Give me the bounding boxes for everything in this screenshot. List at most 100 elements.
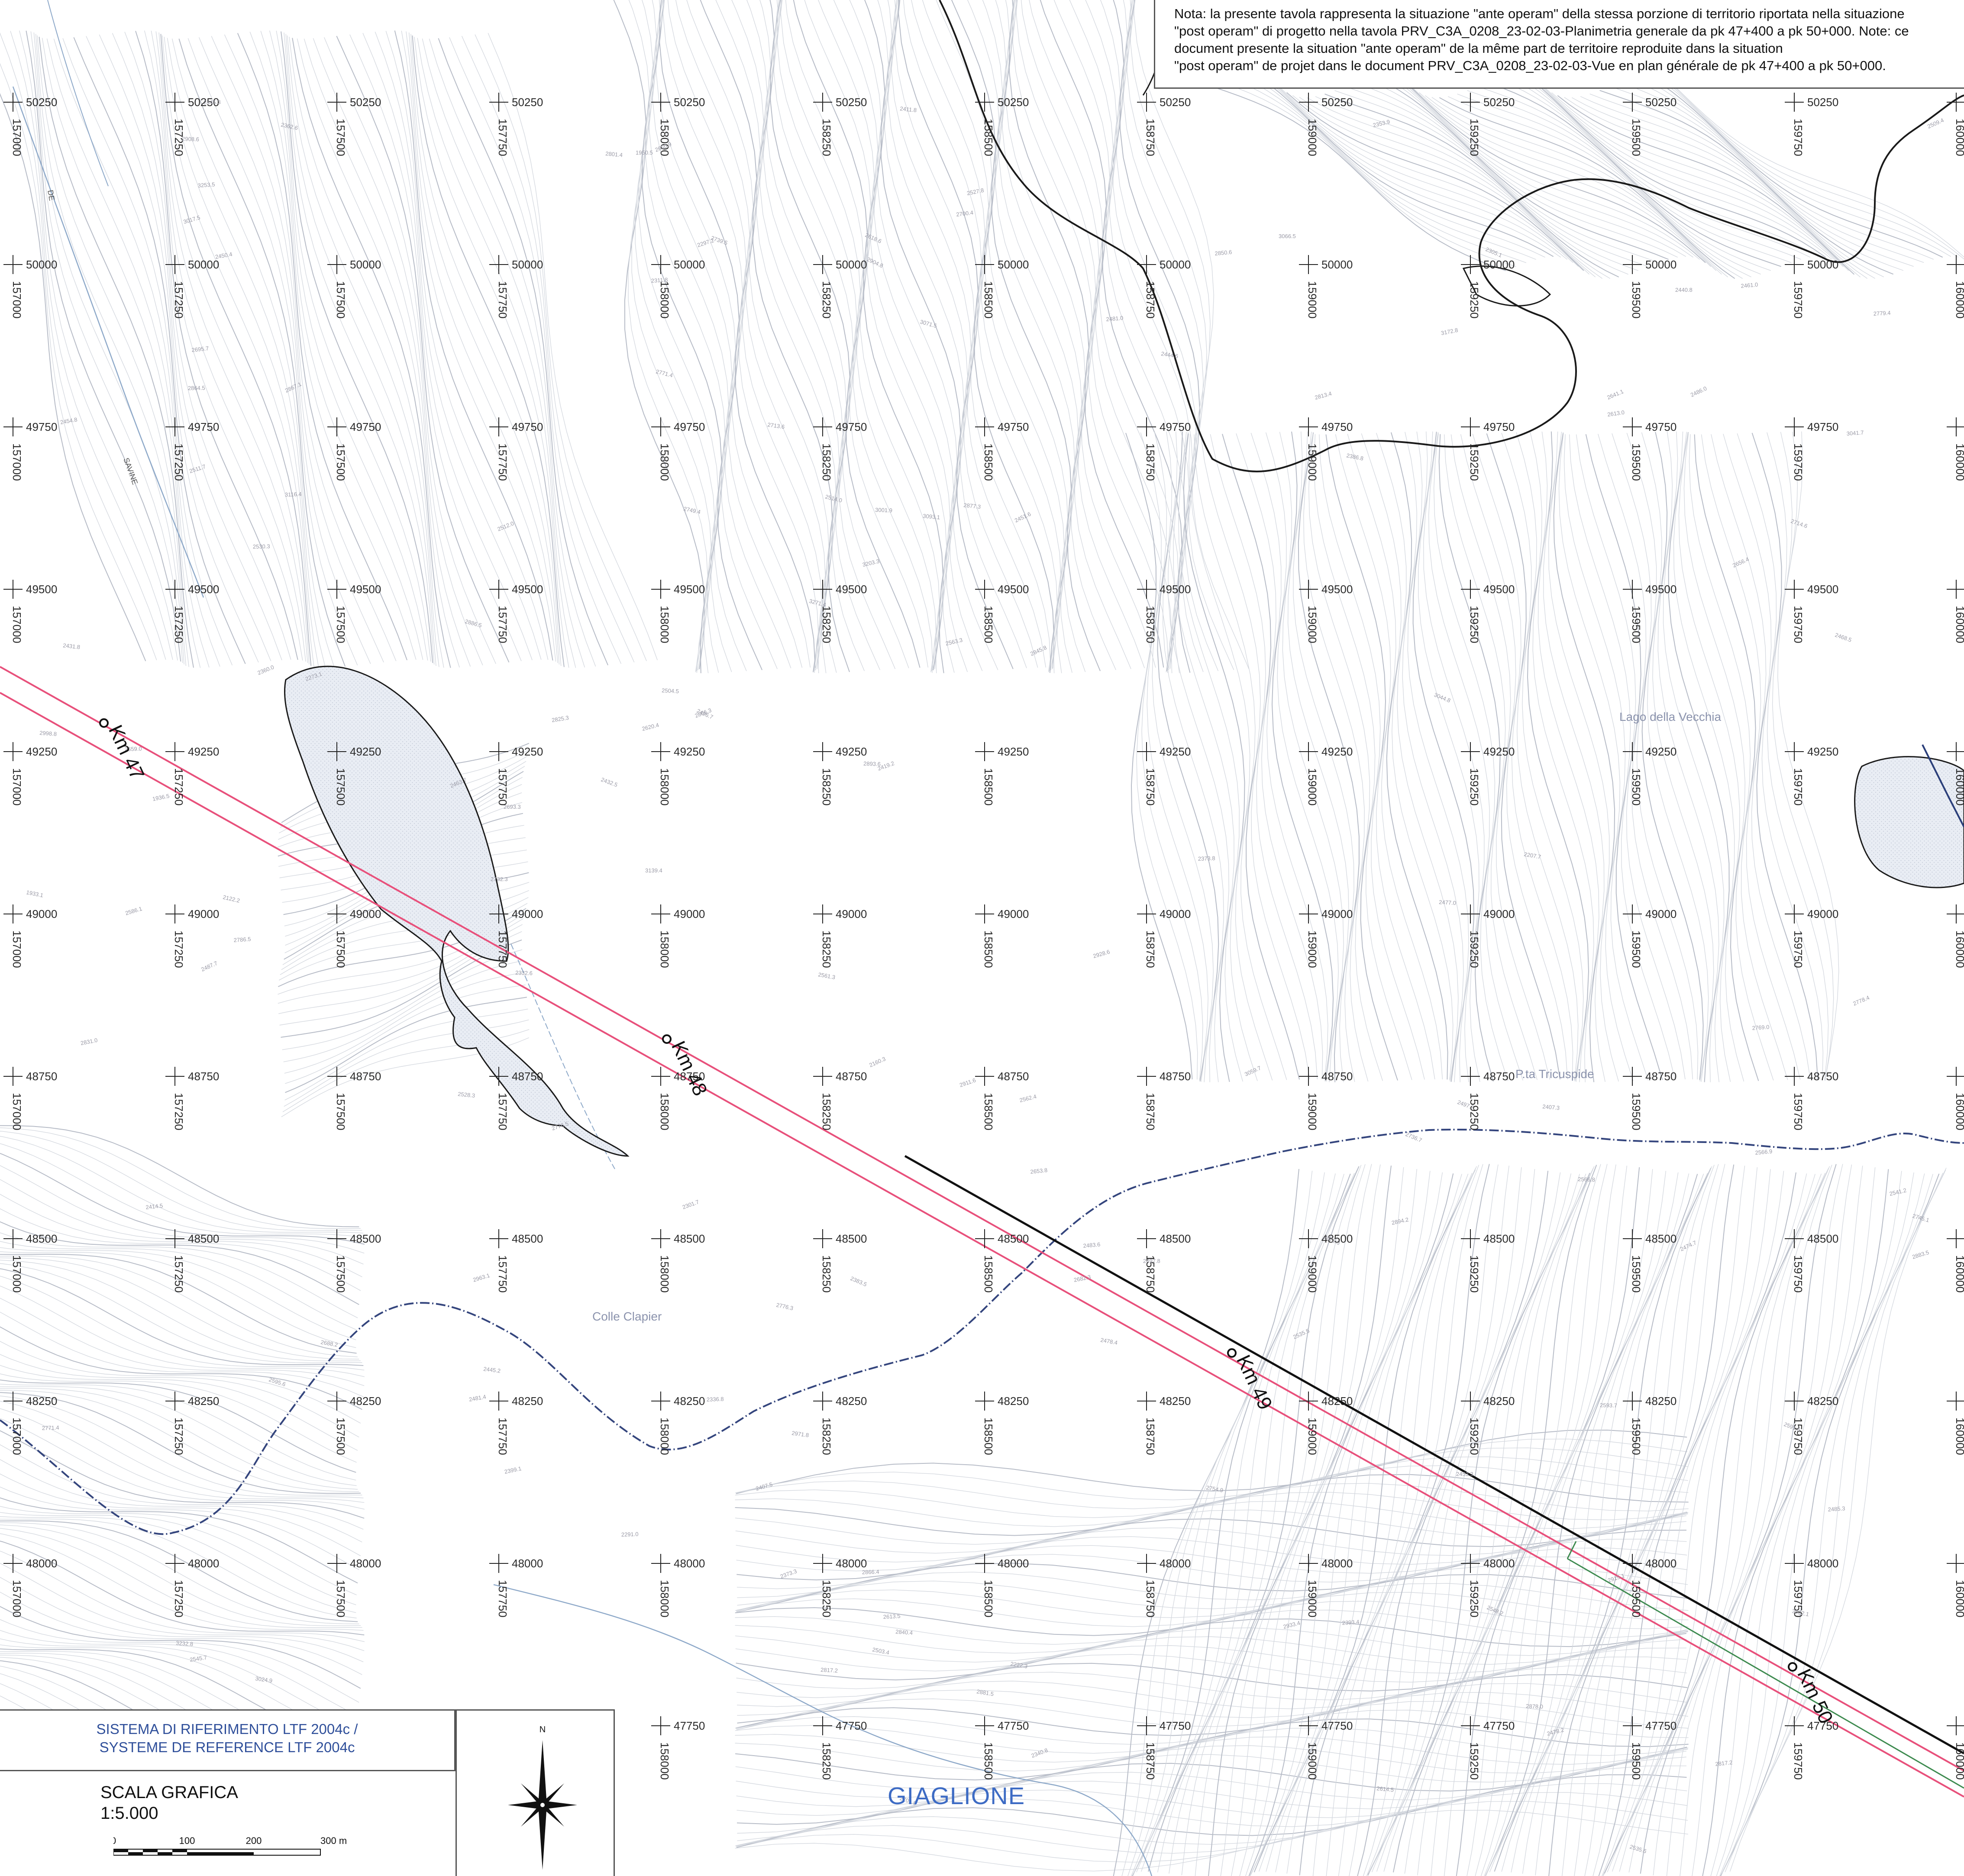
spot-height-label: 2450.4	[215, 251, 233, 260]
easting-label: 159250	[1468, 1417, 1481, 1455]
northing-label: 49250	[674, 745, 705, 758]
northing-label: 48000	[512, 1557, 543, 1570]
spot-height-label: 2407.3	[1542, 1103, 1560, 1111]
northing-label: 49000	[1807, 907, 1838, 920]
spot-height-label: 2840.4	[895, 1628, 913, 1636]
easting-label: 159750	[1792, 1255, 1805, 1293]
spot-height-label: 2477.0	[1439, 899, 1456, 906]
northing-label: 47750	[1807, 1719, 1838, 1732]
northing-label: 48500	[998, 1232, 1029, 1245]
spot-height-label: 2481.4	[468, 1393, 487, 1403]
northing-label: 50000	[1807, 258, 1838, 271]
spot-height-label: 2653.8	[1030, 1167, 1048, 1175]
northing-label: 49250	[998, 745, 1029, 758]
northing-label: 49750	[1321, 420, 1353, 433]
spot-height-label: 3024.9	[255, 1675, 273, 1684]
spot-height-label: 3116.4	[285, 491, 302, 498]
spot-height-label: 3271.4	[808, 597, 827, 608]
easting-label: 159000	[1306, 768, 1319, 806]
easting-label: 158750	[1144, 1580, 1157, 1618]
northing-label: 48000	[1160, 1557, 1191, 1570]
northing-label: 48500	[1645, 1232, 1677, 1245]
northing-label: 48500	[1483, 1232, 1515, 1245]
easting-label: 157000	[10, 1580, 23, 1618]
easting-label: 157250	[172, 281, 185, 319]
spot-height-label: 2432.5	[600, 776, 618, 788]
northing-label: 49500	[512, 583, 543, 596]
easting-label: 157500	[334, 768, 347, 806]
easting-label: 158750	[1144, 606, 1157, 643]
easting-label: 159500	[1630, 1093, 1643, 1130]
easting-label: 157000	[10, 281, 23, 319]
grid-cross: 50250160000	[1947, 93, 1964, 156]
easting-label: 159750	[1792, 281, 1805, 319]
easting-label: 157000	[10, 119, 23, 156]
spot-height-label: 2817.2	[1715, 1759, 1733, 1767]
easting-label: 160000	[1954, 443, 1964, 481]
easting-label: 159750	[1792, 1093, 1805, 1130]
northing-label: 50250	[674, 96, 705, 109]
spot-height-label: 2207.7	[1523, 851, 1541, 860]
easting-label: 159750	[1792, 768, 1805, 806]
northing-label: 48500	[1160, 1232, 1191, 1245]
northing-label: 48750	[512, 1070, 543, 1083]
easting-label: 158500	[982, 1580, 995, 1618]
spot-height-label: 2487.7	[200, 960, 218, 973]
spot-height-label: 2160.3	[868, 1056, 886, 1069]
northing-label: 48750	[350, 1070, 381, 1083]
grid-cross: 48750160000	[1947, 1067, 1964, 1130]
easting-label: 157750	[496, 1417, 509, 1455]
northing-label: 48250	[188, 1395, 219, 1408]
spot-height-label: 2360.0	[257, 664, 275, 676]
easting-label: 160000	[1954, 1742, 1964, 1780]
northing-label: 48250	[1483, 1395, 1515, 1408]
easting-label: 160000	[1954, 768, 1964, 806]
easting-label: 157500	[334, 1580, 347, 1618]
easting-label: 159000	[1306, 443, 1319, 481]
northing-label: 49500	[998, 583, 1029, 596]
easting-label: 158250	[820, 1417, 833, 1455]
spot-height-label: 2336.8	[707, 1396, 724, 1403]
easting-label: 157000	[10, 768, 23, 806]
easting-label: 159000	[1306, 1742, 1319, 1780]
spot-height-label: 2431.8	[63, 642, 81, 650]
easting-label: 158500	[982, 119, 995, 156]
grid-cross: 48250160000	[1947, 1392, 1964, 1455]
northing-label: 48250	[998, 1395, 1029, 1408]
easting-label: 158000	[658, 1093, 671, 1130]
easting-label: 158250	[820, 1255, 833, 1293]
spot-height-label: 2535.5	[1292, 1327, 1310, 1340]
grid-cross: 48000160000	[1947, 1554, 1964, 1618]
easting-label: 159750	[1792, 1417, 1805, 1455]
spot-height-label: 2586.1	[124, 905, 142, 917]
easting-label: 158250	[820, 1093, 833, 1130]
spot-height-label: 2714.6	[1790, 518, 1808, 530]
spot-height-label: 2904.8	[866, 256, 884, 269]
easting-label: 159000	[1306, 606, 1319, 643]
spot-height-label: 2771.4	[42, 1424, 59, 1431]
easting-label: 157250	[172, 443, 185, 481]
northing-label: 48750	[1807, 1070, 1838, 1083]
northing-label: 48750	[1321, 1070, 1353, 1083]
